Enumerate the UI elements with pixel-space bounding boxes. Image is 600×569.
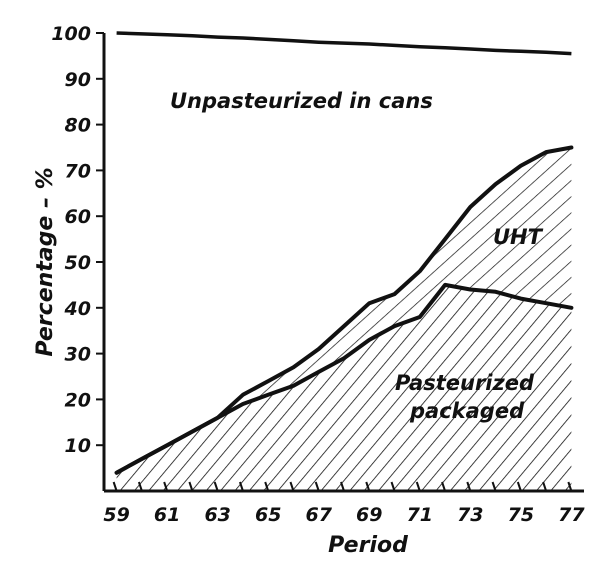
x-tick-75 <box>516 481 522 492</box>
annotation-pasteurized-line2: packaged <box>409 399 525 423</box>
x-tick-label-71: 71 <box>407 504 433 526</box>
x-tick-68 <box>340 481 345 492</box>
y-tick-label-50: 50 <box>65 252 91 274</box>
x-tick-74 <box>491 481 497 492</box>
x-tick-64 <box>238 481 244 492</box>
x-tick-60 <box>137 481 143 492</box>
x-tick-69 <box>365 481 371 492</box>
x-tick-label-77: 77 <box>558 504 585 526</box>
x-tick-61 <box>163 481 169 492</box>
y-tick-label-70: 70 <box>65 160 91 182</box>
line-unpasteurized-in-cans <box>116 31 572 56</box>
areas-layer <box>116 147 572 491</box>
y-tick-label-40: 40 <box>64 298 91 320</box>
x-tick-66 <box>289 481 295 492</box>
x-tick-label-59: 59 <box>103 504 129 526</box>
area-pasteurized-packaged <box>116 284 572 491</box>
y-tick-label-30: 30 <box>65 344 91 366</box>
x-tick-label-75: 75 <box>508 504 534 526</box>
x-tick-62 <box>188 481 194 492</box>
y-tick-label-100: 100 <box>51 23 91 45</box>
y-tick-label-80: 80 <box>65 115 91 137</box>
annotation-uht: UHT <box>493 225 544 249</box>
x-tick-67 <box>314 481 320 492</box>
y-ticks: 10 20 30 40 50 60 70 80 90 100 <box>51 23 104 457</box>
x-tick-77 <box>567 481 573 492</box>
annotation-unpasteurized: Unpasteurized in cans <box>170 89 433 113</box>
x-tick-71 <box>415 481 421 492</box>
x-tick-label-63: 63 <box>204 504 230 526</box>
area-uht <box>116 147 572 473</box>
x-tick-label-73: 73 <box>457 504 483 526</box>
y-tick-label-60: 60 <box>65 206 91 228</box>
x-tick-73 <box>466 481 472 492</box>
x-tick-label-61: 61 <box>154 504 180 526</box>
y-tick-label-90: 90 <box>65 69 91 91</box>
x-tick-label-67: 67 <box>306 504 333 526</box>
y-axis-label: Percentage – % <box>33 167 58 356</box>
x-tick-label-69: 69 <box>356 504 382 526</box>
x-tick-72 <box>441 481 447 492</box>
x-tick-70 <box>390 481 396 492</box>
lines-layer <box>114 31 574 475</box>
x-tick-65 <box>264 481 270 492</box>
x-axis-label: Period <box>328 533 408 558</box>
line-uht <box>114 145 574 475</box>
x-tick-label-65: 65 <box>255 504 281 526</box>
x-tick-63 <box>213 481 219 492</box>
x-ticks: 59 61 63 65 67 69 71 73 75 77 <box>103 481 585 526</box>
y-tick-label-20: 20 <box>65 389 91 411</box>
x-tick-76 <box>542 481 548 492</box>
annotation-pasteurized-line1: Pasteurized <box>395 371 535 395</box>
y-tick-label-10: 10 <box>65 435 91 457</box>
x-tick-59 <box>112 481 118 492</box>
